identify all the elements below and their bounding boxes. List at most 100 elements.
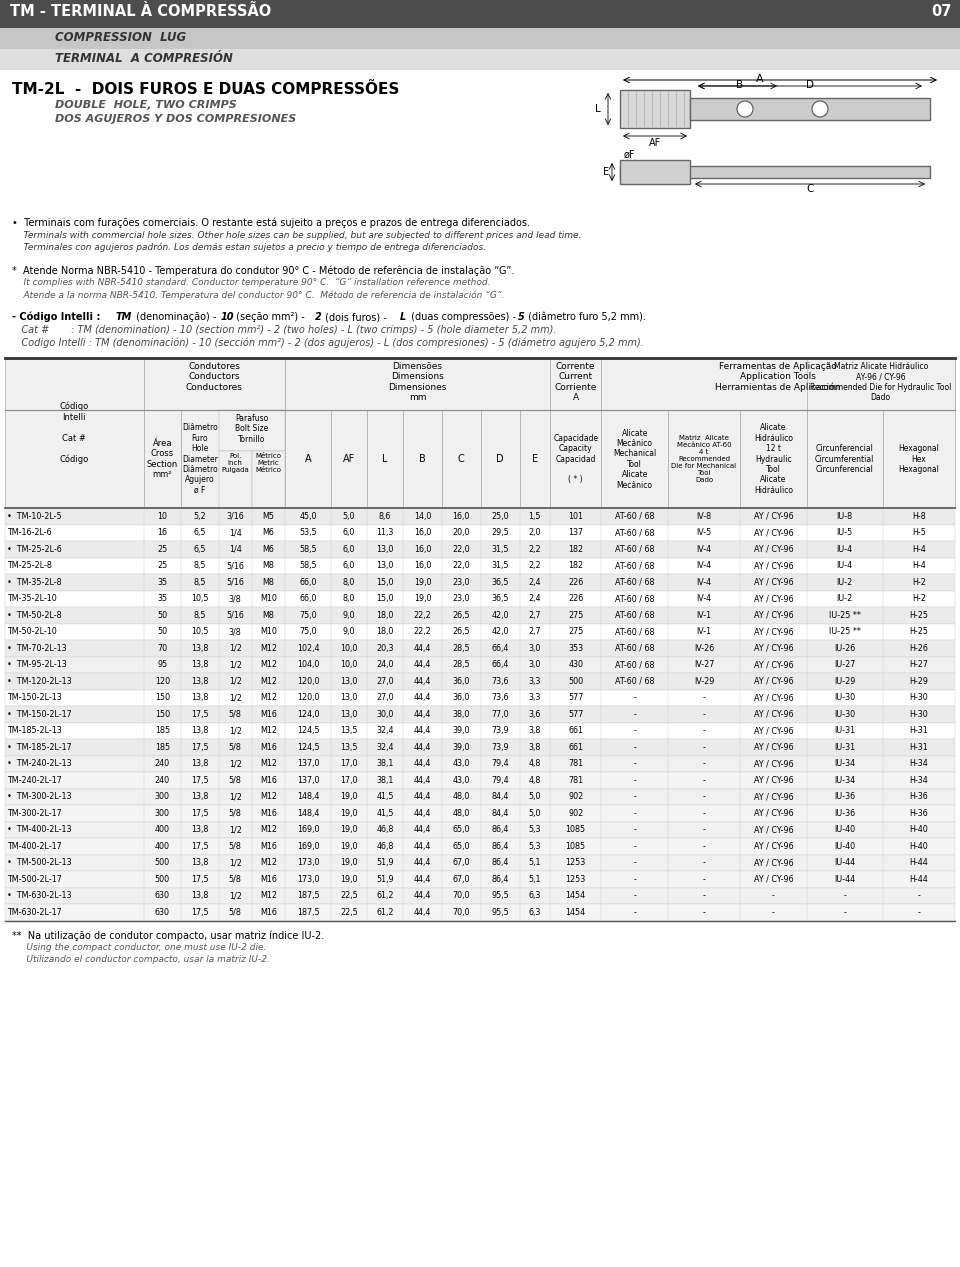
Text: M10: M10 xyxy=(260,627,276,636)
Text: H-31: H-31 xyxy=(909,726,928,735)
Text: 226: 226 xyxy=(568,594,584,603)
Text: Pol.
Inch
Pulgada: Pol. Inch Pulgada xyxy=(222,454,249,473)
Text: AY / CY-96: AY / CY-96 xyxy=(754,594,793,603)
Text: H-40: H-40 xyxy=(909,841,928,850)
Text: H-30: H-30 xyxy=(909,710,928,718)
Text: Matriz  Alicate
Mecânico AT-60
4 t
Recommended
Die for Mechanical
Tool
Dado: Matriz Alicate Mecânico AT-60 4 t Recomm… xyxy=(671,435,736,483)
Text: 1/2: 1/2 xyxy=(228,825,242,834)
Text: AF: AF xyxy=(343,454,355,464)
Text: 44,4: 44,4 xyxy=(414,775,431,784)
Text: 86,4: 86,4 xyxy=(492,841,509,850)
Text: Condutores
Conductors
Conductores: Condutores Conductors Conductores xyxy=(186,362,243,392)
Text: 661: 661 xyxy=(568,726,583,735)
Bar xyxy=(806,359,955,411)
Circle shape xyxy=(812,101,828,117)
Text: 70,0: 70,0 xyxy=(452,891,470,901)
Text: AY / CY-96: AY / CY-96 xyxy=(754,742,793,751)
Text: TM-2L  -  DOIS FUROS E DUAS COMPRESSÕES: TM-2L - DOIS FUROS E DUAS COMPRESSÕES xyxy=(12,82,399,98)
Text: 22,5: 22,5 xyxy=(340,891,358,901)
Text: 44,4: 44,4 xyxy=(414,759,431,768)
Text: IU-26: IU-26 xyxy=(834,644,855,653)
Text: -: - xyxy=(703,907,706,917)
Text: AT-60 / 68: AT-60 / 68 xyxy=(615,644,655,653)
Text: 22,2: 22,2 xyxy=(414,611,431,620)
Text: 19,0: 19,0 xyxy=(340,841,358,850)
Bar xyxy=(5,508,955,525)
Text: AY / CY-96: AY / CY-96 xyxy=(754,710,793,718)
Text: (denominação) -: (denominação) - xyxy=(133,312,220,322)
Text: 2,2: 2,2 xyxy=(528,561,541,570)
Text: 8,0: 8,0 xyxy=(343,594,355,603)
Text: 17,5: 17,5 xyxy=(191,907,208,917)
Text: H-31: H-31 xyxy=(909,742,928,751)
Text: 10,5: 10,5 xyxy=(191,627,208,636)
Text: 150: 150 xyxy=(155,710,170,718)
Bar xyxy=(5,590,955,607)
Text: M6: M6 xyxy=(263,528,275,537)
Bar xyxy=(5,887,955,903)
Bar xyxy=(5,837,955,854)
Text: 66,0: 66,0 xyxy=(300,594,317,603)
Text: 29,5: 29,5 xyxy=(492,528,509,537)
Text: IU-36: IU-36 xyxy=(834,792,855,801)
Text: 44,4: 44,4 xyxy=(414,907,431,917)
Text: -: - xyxy=(703,825,706,834)
Text: TM-50-2L-10: TM-50-2L-10 xyxy=(7,627,57,636)
Text: 73,6: 73,6 xyxy=(492,693,509,702)
Text: 169,0: 169,0 xyxy=(297,841,320,850)
Text: H-2: H-2 xyxy=(912,578,925,587)
Text: 5/8: 5/8 xyxy=(228,841,242,850)
Text: -: - xyxy=(634,891,636,901)
Text: H-36: H-36 xyxy=(909,792,928,801)
Text: 173,0: 173,0 xyxy=(297,874,320,884)
Text: 902: 902 xyxy=(568,808,584,817)
Text: 9,0: 9,0 xyxy=(343,611,355,620)
Bar xyxy=(620,166,930,177)
Text: 1253: 1253 xyxy=(565,858,586,867)
Bar xyxy=(5,623,955,640)
Text: -: - xyxy=(772,907,775,917)
Text: øF: øF xyxy=(624,150,636,160)
Text: 10,0: 10,0 xyxy=(340,660,358,669)
Text: H-2: H-2 xyxy=(912,594,925,603)
Text: 5,3: 5,3 xyxy=(529,841,541,850)
Text: 275: 275 xyxy=(568,627,584,636)
Text: 148,4: 148,4 xyxy=(297,808,320,817)
Text: 44,4: 44,4 xyxy=(414,742,431,751)
Bar xyxy=(5,411,955,508)
Text: 19,0: 19,0 xyxy=(414,578,431,587)
Text: Capacidade
Capacity
Capacidad

( * ): Capacidade Capacity Capacidad ( * ) xyxy=(553,433,598,484)
Text: -: - xyxy=(918,891,921,901)
Text: 13,8: 13,8 xyxy=(191,660,208,669)
Text: -: - xyxy=(772,891,775,901)
Text: -: - xyxy=(703,858,706,867)
Text: 5/8: 5/8 xyxy=(228,808,242,817)
Text: 66,4: 66,4 xyxy=(492,644,509,653)
Text: 18,0: 18,0 xyxy=(376,627,394,636)
Text: •  TM-400-2L-13: • TM-400-2L-13 xyxy=(7,825,71,834)
Text: 3/8: 3/8 xyxy=(228,627,242,636)
Text: IU-31: IU-31 xyxy=(834,726,855,735)
Text: IU-44: IU-44 xyxy=(834,858,855,867)
Text: 22,5: 22,5 xyxy=(340,907,358,917)
Text: 16,0: 16,0 xyxy=(414,545,431,554)
Text: 2,4: 2,4 xyxy=(529,578,541,587)
Text: -: - xyxy=(634,742,636,751)
Text: 44,4: 44,4 xyxy=(414,710,431,718)
Text: 11,3: 11,3 xyxy=(376,528,394,537)
Text: 13,0: 13,0 xyxy=(340,693,358,702)
Text: TM-400-2L-17: TM-400-2L-17 xyxy=(7,841,61,850)
Text: •  TM-150-2L-17: • TM-150-2L-17 xyxy=(7,710,72,718)
Text: 30,0: 30,0 xyxy=(376,710,394,718)
Text: 95: 95 xyxy=(157,660,168,669)
Bar xyxy=(0,28,960,49)
Text: 36,5: 36,5 xyxy=(492,578,509,587)
Text: 781: 781 xyxy=(568,759,584,768)
Text: Terminales con agujeros padrón. Los demás estan sujetos a precio y tiempo de ent: Terminales con agujeros padrón. Los demá… xyxy=(12,243,486,252)
Text: 353: 353 xyxy=(568,644,584,653)
Text: 42,0: 42,0 xyxy=(492,611,509,620)
Text: 44,4: 44,4 xyxy=(414,825,431,834)
Bar xyxy=(620,160,690,184)
Text: M8: M8 xyxy=(263,561,275,570)
Text: 137: 137 xyxy=(568,528,584,537)
